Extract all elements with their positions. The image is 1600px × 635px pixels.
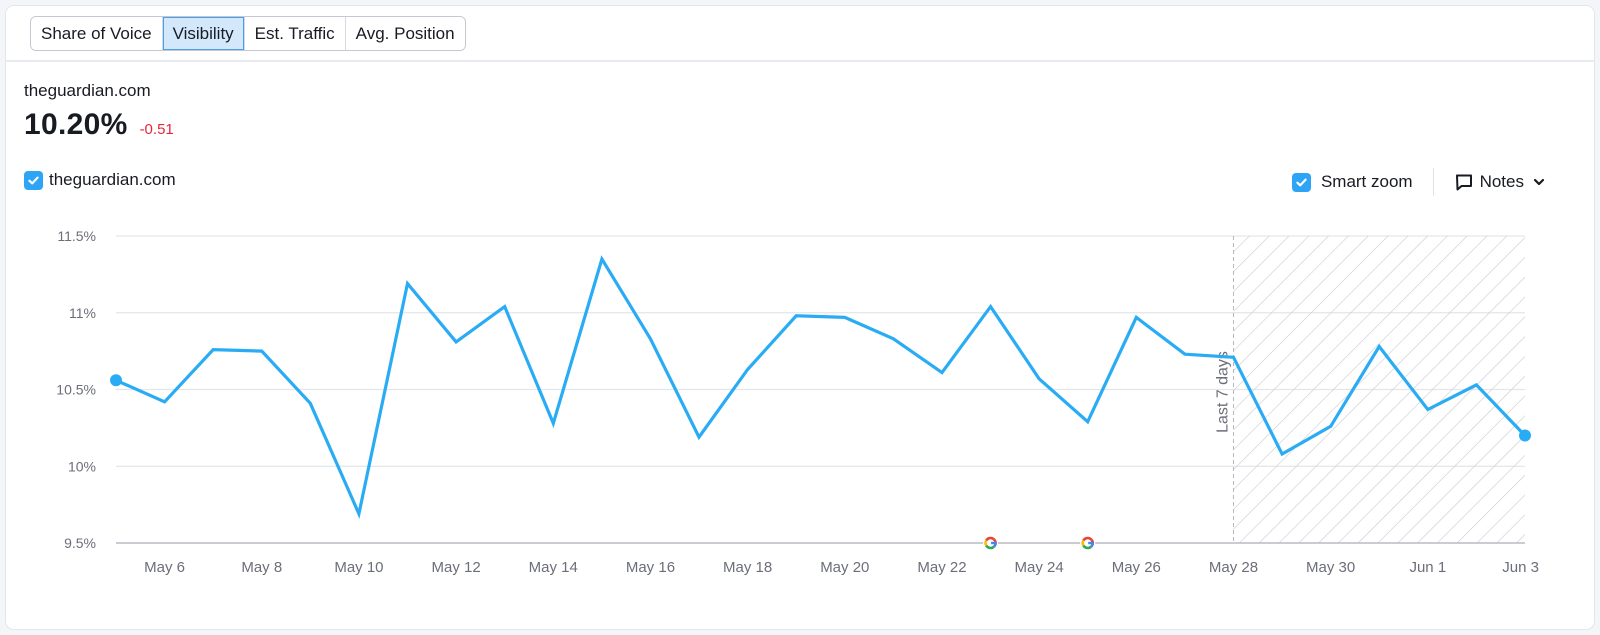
x-tick-label: May 24 — [1015, 559, 1064, 576]
checkmark-icon — [1296, 178, 1307, 186]
notes-dropdown[interactable]: Notes — [1434, 172, 1546, 192]
series-checkbox[interactable] — [24, 170, 43, 190]
chart-controls: Smart zoom Notes — [1291, 168, 1546, 196]
x-tick-label: May 22 — [917, 559, 966, 576]
x-tick-label: May 6 — [144, 559, 185, 576]
x-tick-label: Jun 3 — [1502, 559, 1539, 576]
google-icon[interactable] — [1080, 535, 1096, 551]
smart-zoom-toggle[interactable]: Smart zoom — [1291, 172, 1433, 192]
tab-avg-position[interactable]: Avg. Position — [345, 17, 465, 50]
google-icon[interactable] — [983, 535, 999, 551]
x-tick-label: May 8 — [241, 559, 282, 576]
x-tick-label: May 18 — [723, 559, 772, 576]
comment-icon — [1455, 174, 1472, 191]
metric-delta: -0.51 — [139, 121, 174, 138]
tab-visibility[interactable]: Visibility — [162, 17, 245, 50]
series-legend-label[interactable]: theguardian.com — [49, 170, 176, 189]
series-end-point[interactable] — [1519, 429, 1531, 442]
y-tick-label: 11% — [69, 305, 96, 321]
x-tick-label: May 12 — [432, 559, 481, 576]
x-tick-label: May 14 — [529, 559, 578, 576]
y-tick-label: 10% — [68, 458, 96, 474]
x-tick-label: May 20 — [820, 559, 869, 576]
y-tick-label: 9.5% — [64, 535, 96, 551]
x-axis-ticks: May 6 May 8 May 10 May 12 May 14 May 16 May 18… — [144, 559, 1539, 576]
notes-label: Notes — [1479, 172, 1524, 191]
chevron-down-icon — [1533, 178, 1545, 186]
last-7-days-label: Last 7 days — [1214, 351, 1231, 433]
x-tick-label: May 28 — [1209, 559, 1258, 576]
smart-zoom-label: Smart zoom — [1320, 172, 1413, 191]
metric-value: 10.20% — [24, 108, 128, 141]
tab-share-of-voice[interactable]: Share of Voice — [31, 17, 163, 50]
metric-segmented-control: Share of Voice Visibility Est. Traffic A… — [30, 16, 466, 51]
controls-divider — [1432, 168, 1434, 196]
series-line-theguardian[interactable] — [115, 255, 1527, 519]
metric-tab-bar: Share of Voice Visibility Est. Traffic A… — [6, 6, 1594, 62]
y-axis-ticks: 9.5% 10% 10.5% 11% 11.5% — [56, 228, 96, 551]
x-tick-label: May 26 — [1112, 559, 1161, 576]
summary-domain: theguardian.com — [24, 81, 151, 100]
x-tick-label: May 16 — [626, 559, 675, 576]
y-tick-label: 11.5% — [57, 228, 96, 244]
last-7-days-region — [1233, 236, 1525, 543]
smart-zoom-checkbox[interactable] — [1291, 172, 1311, 192]
tab-est-traffic[interactable]: Est. Traffic — [244, 17, 346, 50]
x-tick-label: May 30 — [1306, 559, 1355, 576]
series-start-point[interactable] — [110, 374, 122, 387]
checkmark-icon — [28, 176, 39, 184]
google-update-markers — [983, 535, 1096, 551]
x-tick-label: Jun 1 — [1409, 559, 1446, 576]
summary-metric: 10.20% -0.51 — [24, 108, 174, 142]
chart-legend: theguardian.com — [24, 170, 176, 190]
y-tick-label: 10.5% — [56, 382, 96, 398]
x-tick-label: May 10 — [334, 559, 383, 576]
